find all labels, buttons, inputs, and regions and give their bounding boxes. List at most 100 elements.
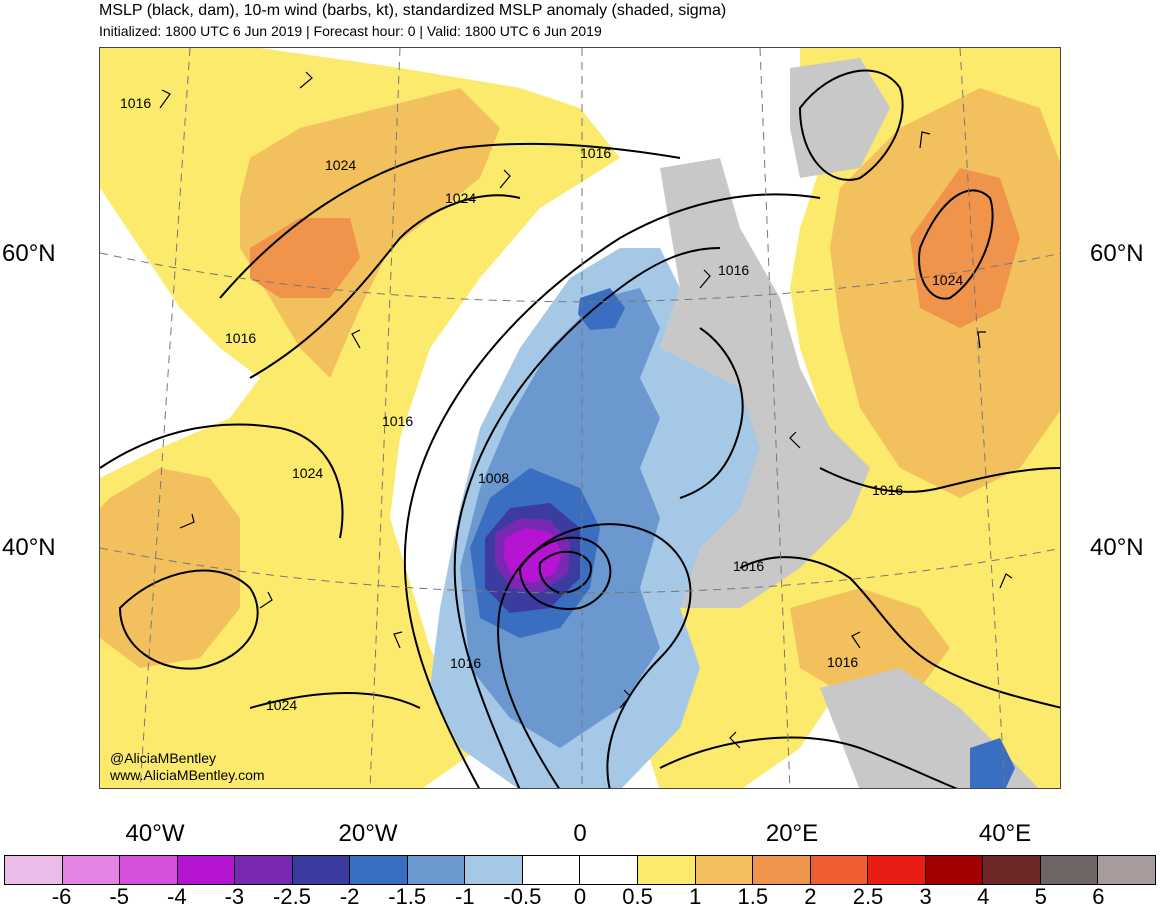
anomaly-shade-orange-atlantic bbox=[100, 468, 240, 668]
colorbar-tick-label: -3 bbox=[224, 884, 245, 909]
colorbar-swatch bbox=[177, 856, 236, 884]
lat-label-40n-left: 40°N bbox=[2, 534, 56, 561]
isobar bbox=[798, 69, 904, 181]
colorbar-tick-label: -2 bbox=[339, 884, 360, 909]
contour-label: 1016 bbox=[120, 95, 151, 111]
meridian-40w bbox=[139, 48, 191, 788]
wind-barb bbox=[259, 591, 273, 609]
anomaly-shade-orange2-greenland bbox=[250, 218, 360, 298]
meridian-20e bbox=[759, 48, 791, 788]
colorbar-swatch bbox=[925, 856, 984, 884]
isobar bbox=[249, 692, 421, 709]
lon-label-0: 0 bbox=[573, 820, 587, 847]
contour-label: 1016 bbox=[827, 654, 858, 670]
terrain-mask-northeast bbox=[790, 58, 890, 178]
contour-label: 1024 bbox=[325, 157, 356, 173]
colorbar-tick-label: 5 bbox=[1034, 884, 1047, 909]
parallel-40n bbox=[100, 547, 1060, 594]
colorbar-tick-label: 2.5 bbox=[852, 884, 884, 909]
contour-label: 1024 bbox=[292, 465, 323, 481]
colorbar-tick-label: -4 bbox=[167, 884, 187, 909]
isobar bbox=[100, 423, 344, 539]
anomaly-shade-blue-north bbox=[578, 288, 625, 330]
isobar bbox=[918, 189, 994, 300]
lon-label-20e: 20°E bbox=[765, 820, 819, 847]
wind-barb bbox=[351, 329, 361, 349]
figure-title: MSLP (black, dam), 10-m wind (barbs, kt)… bbox=[99, 2, 727, 19]
colorbar-tick-label: 4 bbox=[977, 884, 990, 909]
colorbar-swatch bbox=[868, 856, 926, 884]
credit-website: www.AliciaMBentley.com bbox=[110, 767, 265, 783]
colorbar bbox=[4, 855, 1156, 885]
colorbar-swatch bbox=[810, 856, 869, 884]
lat-label-60n-right: 60°N bbox=[1090, 240, 1144, 267]
colorbar-swatch bbox=[1098, 856, 1155, 884]
anomaly-shade-orange-turkey bbox=[790, 588, 950, 698]
isobar bbox=[403, 193, 821, 788]
colorbar-swatch bbox=[120, 856, 178, 884]
contour-label: 1016 bbox=[872, 482, 903, 498]
contour-label: 1016 bbox=[718, 262, 749, 278]
colorbar-swatch bbox=[235, 856, 293, 884]
graticule-lines bbox=[100, 48, 1060, 788]
colorbar-swatch bbox=[62, 856, 121, 884]
contour-label: 1016 bbox=[382, 413, 413, 429]
isobar bbox=[518, 536, 612, 610]
wind-barb bbox=[619, 689, 631, 709]
wind-barb bbox=[729, 731, 741, 749]
colorbar-swatch bbox=[350, 856, 408, 884]
colorbar-swatch bbox=[465, 856, 523, 884]
colorbar-tick-label: 0.5 bbox=[622, 884, 653, 909]
isobar bbox=[538, 550, 592, 595]
wind-barb bbox=[699, 269, 711, 289]
wind-barb bbox=[789, 431, 801, 449]
colorbar-swatch bbox=[983, 856, 1041, 884]
colorbar-tick-label: 1 bbox=[689, 884, 702, 909]
contour-label: 1016 bbox=[733, 558, 764, 574]
wind-barb bbox=[179, 513, 195, 529]
colorbar-swatch bbox=[638, 856, 696, 884]
wind-barb bbox=[499, 169, 511, 189]
wind-barb bbox=[851, 631, 861, 649]
colorbar-swatch bbox=[580, 856, 639, 884]
map-panel: 1016 1024 1024 1016 1016 1024 1016 1016 … bbox=[99, 47, 1061, 789]
anomaly-map-graphic: 1016 1024 1024 1016 1016 1024 1016 1016 … bbox=[100, 48, 1060, 788]
isobar bbox=[679, 327, 744, 499]
isobar-contours bbox=[100, 69, 1060, 788]
wind-barbs bbox=[159, 71, 1013, 749]
isobar bbox=[453, 247, 721, 788]
colorbar-tick-label: 0 bbox=[573, 884, 587, 909]
meridian-40e bbox=[959, 48, 1006, 788]
figure-subtitle: Initialized: 1800 UTC 6 Jun 2019 | Forec… bbox=[99, 23, 602, 39]
colorbar-swatch bbox=[695, 856, 754, 884]
contour-label-group: 1016 1024 1024 1016 1016 1024 1016 1016 … bbox=[120, 95, 963, 713]
colorbar-swatch bbox=[407, 856, 466, 884]
contour-label: 1016 bbox=[225, 330, 256, 346]
colorbar-swatch bbox=[522, 856, 581, 884]
lat-label-60n-left: 60°N bbox=[2, 240, 56, 267]
colorbar-tick-label: -6 bbox=[51, 884, 72, 909]
colorbar-tick-label: -1.5 bbox=[388, 884, 427, 909]
colorbar-tick-label: 2 bbox=[804, 884, 817, 909]
colorbar-tick-label: 1.5 bbox=[737, 884, 769, 909]
contour-label: 1024 bbox=[932, 272, 963, 288]
colorbar-tick-label: -1 bbox=[455, 884, 475, 909]
wind-barb bbox=[393, 631, 403, 649]
isobar bbox=[819, 467, 1060, 493]
contour-label: 1024 bbox=[445, 190, 476, 206]
contour-label: 1016 bbox=[580, 145, 611, 161]
contour-label: 1016 bbox=[450, 655, 481, 671]
wind-barb bbox=[159, 89, 171, 109]
lon-label-40e: 40°E bbox=[978, 820, 1032, 847]
colorbar-swatch bbox=[1040, 856, 1099, 884]
credit-handle: @AliciaMBentley bbox=[110, 750, 217, 766]
isobar bbox=[497, 523, 692, 788]
colorbar-swatch bbox=[753, 856, 811, 884]
anomaly-shade-orange-greenland bbox=[240, 88, 500, 378]
lat-label-40n-right: 40°N bbox=[1090, 534, 1144, 561]
wind-barb bbox=[999, 573, 1013, 589]
meridian-20w bbox=[369, 48, 401, 788]
contour-label: 1024 bbox=[266, 697, 297, 713]
colorbar-tick-label: -2.5 bbox=[273, 884, 311, 909]
isobar bbox=[739, 556, 1060, 709]
